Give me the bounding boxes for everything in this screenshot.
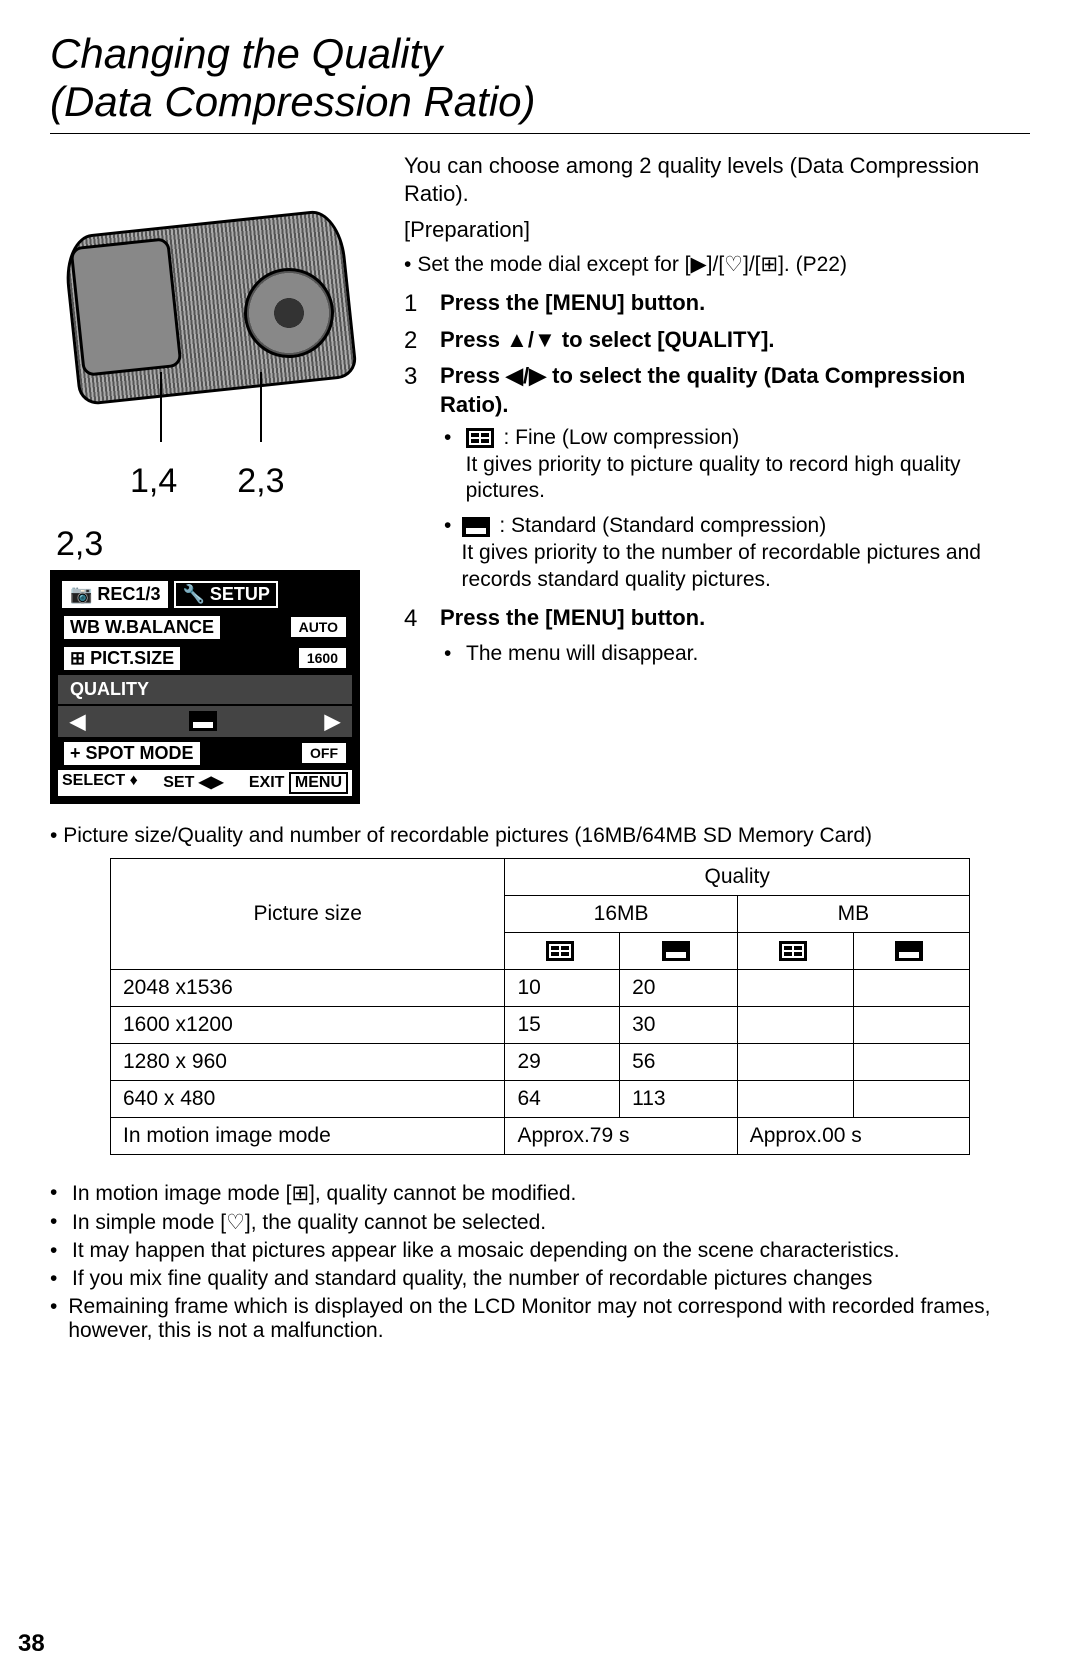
menu-item-pictsize: ⊞ PICT.SIZE 1600 [58,644,352,673]
th-quality: Quality [505,858,970,895]
th-16mb: 16MB [505,895,737,932]
table-row: 1280 x 9602956 [111,1043,970,1080]
step3-options: • : Fine (Low compression) It gives prio… [444,425,1030,594]
callout-left: 1,4 [130,462,177,501]
menu-item-wbalance: WB W.BALANCE AUTO [58,613,352,642]
standard-icon [895,941,923,961]
title-line1: Changing the Quality [50,30,442,77]
fine-icon [779,941,807,961]
th-picture-size: Picture size [111,858,505,969]
table-row-motion: In motion image mode Approx.79 s Approx.… [111,1117,970,1154]
step-1: 1 Press the [MENU] button. [404,289,1030,320]
table-row: 640 x 48064113 [111,1080,970,1117]
title-line2: (Data Compression Ratio) [50,78,536,125]
table-caption: Picture size/Quality and number of recor… [50,824,1030,848]
note-5: Remaining frame which is displayed on th… [68,1295,1030,1343]
fine-icon [546,941,574,961]
note-4: If you mix fine quality and standard qua… [72,1267,872,1291]
intro-text: You can choose among 2 quality levels (D… [404,152,1030,208]
step4-sub: •The menu will disappear. [444,641,1030,668]
standard-icon [462,517,490,537]
note-1: In motion image mode [⊞], quality cannot… [72,1181,576,1206]
callout-right: 2,3 [237,462,284,501]
menu-item-quality: QUALITY [58,675,352,704]
note-3: It may happen that pictures appear like … [72,1239,900,1263]
step-3: 3 Press ◀/▶ to select the quality (Data … [404,362,1030,418]
bottom-notes: •In motion image mode [⊞], quality canno… [50,1181,1030,1343]
prep-bullet: •Set the mode dial except for [▶]/[♡]/[⊞… [404,252,1030,279]
page-title: Changing the Quality (Data Compression R… [50,30,1030,134]
prep-label: [Preparation] [404,216,1030,244]
capacity-table: Picture size Quality 16MB MB 2048 x15361… [110,858,970,1155]
fine-icon [466,428,494,448]
menu-tab-rec: 📷 REC1/3 [62,581,168,608]
lcd-menu: 📷 REC1/3 🔧 SETUP WB W.BALANCE AUTO ⊞ PIC… [50,570,360,804]
quality-std-icon [189,711,217,731]
step-2: 2 Press ▲/▼ to select [QUALITY]. [404,326,1030,357]
page-number: 38 [18,1630,45,1658]
note-2: In simple mode [♡], the quality cannot b… [72,1210,546,1235]
menu-tab-setup: 🔧 SETUP [174,581,277,608]
table-row: 1600 x12001530 [111,1006,970,1043]
menu-item-quality-value: ◀ ▶ [58,706,352,737]
step-4: 4 Press the [MENU] button. [404,604,1030,635]
left-column: 1,4 2,3 2,3 📷 REC1/3 🔧 SETUP WB W.BALANC… [50,152,380,804]
menu-footer: SELECT ♦ SET ◀▶ EXIT MENU [58,770,352,796]
camera-illustration [50,212,370,462]
right-column: You can choose among 2 quality levels (D… [404,152,1030,804]
callout-numbers: 1,4 2,3 [130,462,380,501]
table-row: 2048 x15361020 [111,969,970,1006]
menu-item-spotmode: + SPOT MODE OFF [58,739,352,768]
standard-icon [662,941,690,961]
menu-callout: 2,3 [56,525,380,564]
th-mb: MB [737,895,969,932]
